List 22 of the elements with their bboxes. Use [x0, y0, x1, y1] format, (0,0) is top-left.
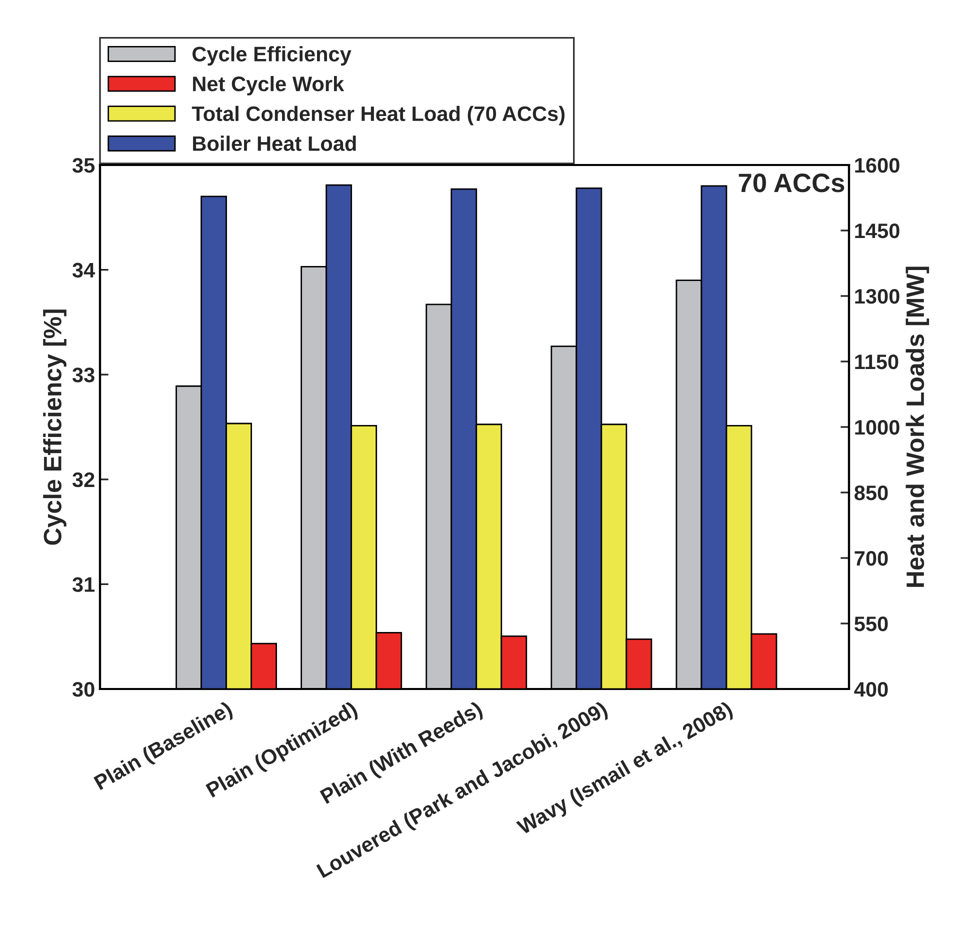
annotation: 70 ACCs — [738, 174, 844, 192]
y2-tick-label: 1150 — [855, 354, 898, 370]
y2-tick-label: 400 — [854, 682, 888, 697]
y2-tick-label: 1000 — [855, 420, 900, 435]
y-tick-label: 35 — [72, 158, 95, 173]
y2-tick-label: 1300 — [855, 289, 900, 304]
y-tick-label: 34 — [72, 262, 96, 278]
y2-axis-title: Heat and Work Loads [MW] — [906, 266, 930, 587]
y-tick-label: 33 — [72, 368, 94, 382]
y2-tick-label: 1450 — [855, 224, 900, 238]
y-tick-label: 31 — [72, 577, 95, 592]
y2-tick-label: 700 — [854, 551, 888, 566]
legend-label: Cycle Efficiency — [192, 46, 352, 66]
legend-label: Net Cycle Work — [193, 76, 344, 96]
y-tick-label: 32 — [72, 472, 94, 488]
y2-tick-label: 550 — [854, 616, 888, 632]
y2-tick-label: 1600 — [855, 158, 900, 173]
legend-label: Boiler Heat Load — [193, 136, 356, 151]
legend-label: Total Condenser Heat Load (70 ACCs) — [192, 106, 565, 126]
y2-tick-label: 850 — [854, 486, 888, 500]
y-tick-label: 30 — [72, 682, 94, 697]
y-axis-title: Cycle Efficiency [%] — [43, 310, 66, 545]
